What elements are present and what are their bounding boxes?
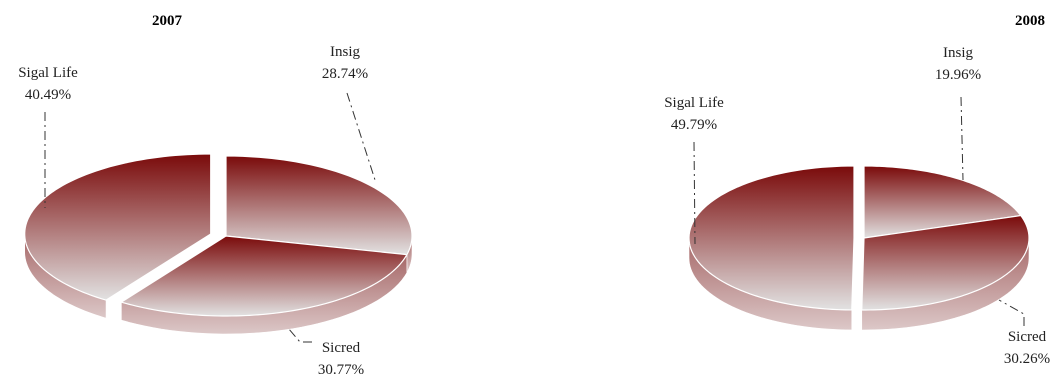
pie-slice-sicred [861, 214, 1030, 311]
leader-line-sicred-2008 [998, 299, 1025, 326]
leader-line-insig-2007 [346, 92, 377, 184]
chart-title-2008: 2008 [1015, 13, 1045, 29]
svg-text:30.77%: 30.77% [318, 362, 364, 378]
svg-text:19.96%: 19.96% [935, 67, 981, 83]
pie-slice-sigal-life [24, 153, 212, 301]
svg-text:40.49%: 40.49% [25, 87, 71, 103]
slice-label-sicred-2007: Sicred 30.77% [318, 340, 364, 378]
svg-text:Sigal Life: Sigal Life [18, 65, 78, 81]
svg-text:Sicred: Sicred [1008, 329, 1047, 345]
pie-slice-sigal-life [688, 165, 855, 311]
pie-body-2007 [24, 153, 413, 335]
svg-text:49.79%: 49.79% [671, 117, 717, 133]
slice-label-sicred-2008: Sicred 30.26% [1004, 329, 1050, 367]
slice-label-insig-2008: Insig 19.96% [935, 45, 981, 83]
pie-slice-sicred [120, 235, 408, 317]
slice-label-sigal-life-2007: Sigal Life 40.49% [18, 65, 78, 103]
pie-body-2008 [688, 165, 1030, 331]
leader-line-insig-2008 [960, 96, 964, 181]
leader-line-sigal-life-2008 [693, 141, 696, 245]
leader-line-sicred-2007 [287, 327, 312, 343]
pie-chart-2007: 2007 Insig 28.74% Sicred 30.77% Sigal Li… [18, 13, 413, 378]
svg-text:28.74%: 28.74% [322, 66, 368, 82]
pie-chart-2008: 2008 Insig 19.96% Sicred 30.26% Sigal Li… [664, 13, 1050, 367]
slice-label-insig-2007: Insig 28.74% [322, 44, 368, 82]
svg-text:Sigal Life: Sigal Life [664, 95, 724, 111]
svg-text:Insig: Insig [943, 45, 974, 61]
pie-slice-insig [863, 165, 1022, 239]
svg-text:30.26%: 30.26% [1004, 351, 1050, 367]
svg-text:Sicred: Sicred [322, 340, 361, 356]
pie-slice-insig [225, 155, 413, 256]
chart-title-2007: 2007 [152, 13, 183, 29]
slice-label-sigal-life-2008: Sigal Life 49.79% [664, 95, 724, 133]
svg-text:Insig: Insig [330, 44, 361, 60]
